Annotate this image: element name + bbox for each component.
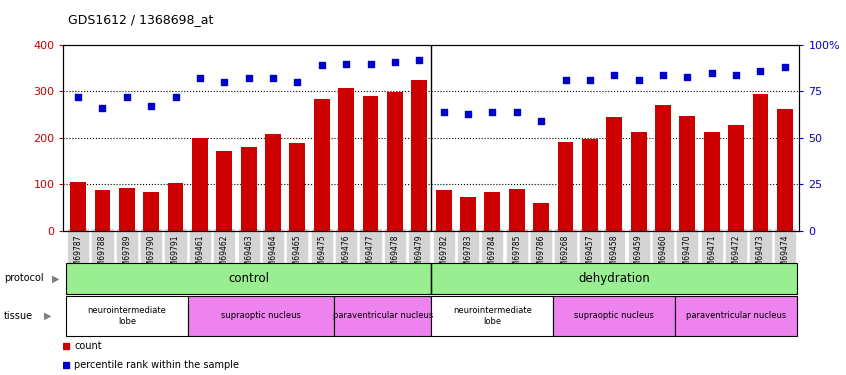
Bar [777,109,793,231]
Bar [436,190,452,231]
Point [242,75,255,81]
Point [71,94,85,100]
Bar [553,296,675,336]
Bar [119,188,135,231]
Bar [334,296,431,336]
Point [486,109,499,115]
Bar [95,190,110,231]
Bar [558,141,574,231]
Text: neurointermediate
lobe: neurointermediate lobe [453,306,532,326]
Bar [217,151,232,231]
Point [388,59,402,65]
Bar [66,262,431,294]
Point [656,72,670,78]
Bar [168,183,184,231]
Bar [607,117,622,231]
Bar [265,134,281,231]
Point [315,62,328,68]
Point [607,72,621,78]
Text: percentile rank within the sample: percentile rank within the sample [74,360,239,369]
Bar [631,132,646,231]
Bar [508,189,525,231]
Bar [679,116,695,231]
Point [364,60,377,67]
Bar [431,262,797,294]
Text: ▶: ▶ [52,273,60,284]
Bar [460,197,476,231]
Text: count: count [74,341,102,351]
Point [339,60,353,67]
Point [583,77,596,83]
Text: paraventricular nucleus: paraventricular nucleus [686,311,786,320]
Bar [485,192,500,231]
Bar [66,296,188,336]
Point [120,94,134,100]
Bar [655,105,671,231]
Text: paraventricular nucleus: paraventricular nucleus [332,311,433,320]
Point [754,68,767,74]
Bar [533,203,549,231]
Bar [582,139,598,231]
Text: supraoptic nucleus: supraoptic nucleus [221,311,301,320]
Point [778,64,792,70]
Bar [675,296,797,336]
Text: neurointermediate
lobe: neurointermediate lobe [87,306,167,326]
Point [729,72,743,78]
Point [558,77,572,83]
Text: supraoptic nucleus: supraoptic nucleus [574,311,654,320]
Point [632,77,645,83]
Text: control: control [228,272,269,285]
Bar [192,138,208,231]
Bar [338,88,354,231]
Point [461,111,475,117]
Text: ▶: ▶ [44,311,52,321]
Bar [704,132,720,231]
Point [266,75,280,81]
Bar [411,80,427,231]
Point [510,109,524,115]
Point [413,57,426,63]
Bar [241,147,256,231]
Point [96,105,109,111]
Text: GDS1612 / 1368698_at: GDS1612 / 1368698_at [68,13,213,26]
Point [169,94,183,100]
Bar [387,92,403,231]
Text: tissue: tissue [4,311,33,321]
Text: dehydration: dehydration [579,272,650,285]
Bar [314,99,330,231]
Bar [143,192,159,231]
Point [680,74,694,80]
Point [193,75,206,81]
Bar [289,143,305,231]
Point [705,70,718,76]
Bar [753,94,768,231]
Point [437,109,450,115]
Bar [728,125,744,231]
Text: protocol: protocol [4,273,44,284]
Point [291,79,305,85]
Point [217,79,231,85]
Bar [363,96,378,231]
Point [535,118,548,124]
Point [145,103,158,109]
Bar [70,182,86,231]
Bar [188,296,334,336]
Bar [431,296,553,336]
